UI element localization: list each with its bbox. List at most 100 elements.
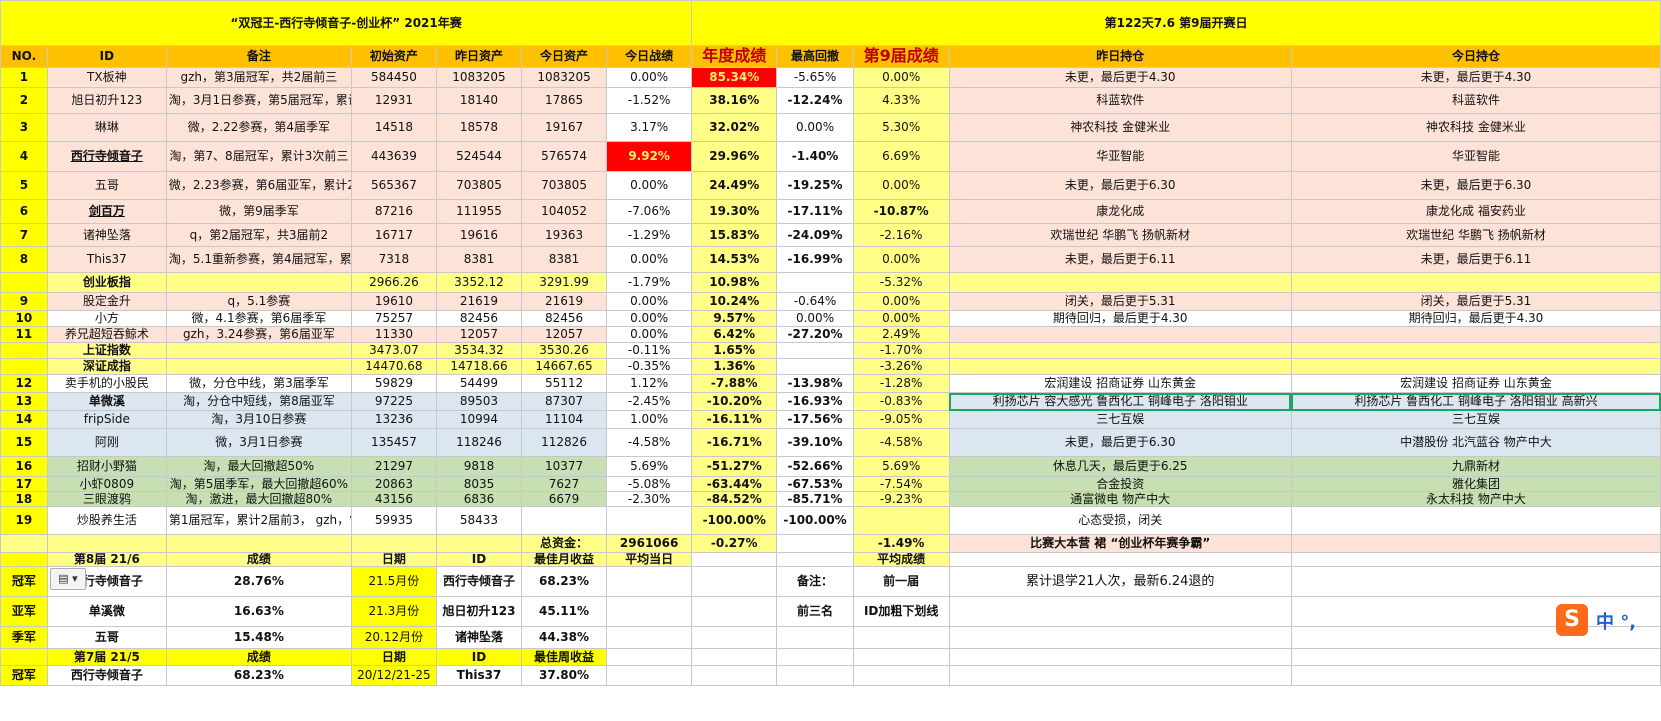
cell-today-pos[interactable]: 三七互娱: [1290, 410, 1661, 429]
cell-yesterday[interactable]: 12057: [435, 326, 523, 343]
cell-drawdown[interactable]: -13.98%: [776, 374, 854, 393]
cell-annual[interactable]: 38.16%: [691, 87, 778, 114]
cell-annual[interactable]: -51.27%: [691, 456, 778, 477]
cell-note[interactable]: [165, 358, 352, 375]
header-today[interactable]: 今日资产: [521, 45, 608, 68]
cell-initial[interactable]: 135457: [350, 428, 437, 457]
cell-yesterday[interactable]: 1083205: [435, 67, 523, 88]
cell-drawdown[interactable]: -12.24%: [776, 87, 854, 114]
cell-id[interactable]: 诸神坠落: [46, 223, 167, 247]
cell-drawdown[interactable]: -19.25%: [776, 171, 854, 200]
cell-yesterday-pos[interactable]: 休息几天，最后更于6.25: [948, 456, 1292, 477]
cell-ninth[interactable]: -1.70%: [852, 342, 950, 359]
cell-annual[interactable]: 10.98%: [691, 272, 778, 293]
cell-id[interactable]: 深证成指: [46, 358, 167, 375]
camp-note[interactable]: 比赛大本营 裙 “创业杯年赛争霸”: [948, 534, 1292, 553]
cell-yesterday[interactable]: 524544: [435, 141, 523, 172]
cell-no[interactable]: 13: [0, 392, 48, 411]
cell-ninth[interactable]: 5.69%: [852, 456, 950, 477]
cell-drawdown[interactable]: -17.11%: [776, 199, 854, 224]
cell-note[interactable]: gzh，3.24参赛，第6届亚军: [165, 326, 352, 343]
cell-note[interactable]: 淘，第5届季军，最大回撤超60%: [165, 476, 352, 492]
cell-id[interactable]: 阿刚: [46, 428, 167, 457]
cell-id[interactable]: 小方: [46, 310, 167, 327]
cell-today-pos[interactable]: [1290, 342, 1661, 359]
header-no[interactable]: NO.: [0, 45, 48, 68]
cell-yesterday-pos[interactable]: 心态受损，闭关: [948, 506, 1292, 535]
cell-today-change[interactable]: 1.12%: [606, 374, 693, 393]
cell-annual[interactable]: 15.83%: [691, 223, 778, 247]
cell-drawdown[interactable]: 0.00%: [776, 113, 854, 142]
cell-drawdown[interactable]: [776, 358, 854, 375]
cell-initial[interactable]: 584450: [350, 67, 437, 88]
cell-yesterday[interactable]: 89503: [435, 392, 523, 411]
honor7-score[interactable]: 68.23%: [165, 665, 352, 686]
cell-ninth[interactable]: -9.05%: [852, 410, 950, 429]
cell-ninth[interactable]: -1.28%: [852, 374, 950, 393]
cell-note[interactable]: q，5.1参赛: [165, 292, 352, 311]
honor7-name[interactable]: 西行寺倾音子: [46, 665, 167, 686]
cell-no[interactable]: 10: [0, 310, 48, 327]
honor-best[interactable]: 45.11%: [521, 596, 608, 627]
cell-no[interactable]: 5: [0, 171, 48, 200]
cell-today-pos[interactable]: 康龙化成 福安药业: [1290, 199, 1661, 224]
honor-name[interactable]: 五哥: [46, 626, 167, 649]
cell-ninth[interactable]: 0.00%: [852, 292, 950, 311]
cell-no[interactable]: 18: [0, 491, 48, 507]
cell-id[interactable]: 股定金升: [46, 292, 167, 311]
honors7-id-header[interactable]: ID: [435, 648, 523, 666]
header-ninth[interactable]: 第9届成绩: [852, 45, 950, 68]
cell-id[interactable]: 养兄超短吞鲸术: [46, 326, 167, 343]
cell-no[interactable]: 15: [0, 428, 48, 457]
cell-today-change[interactable]: 5.69%: [606, 456, 693, 477]
cell-ninth[interactable]: 0.00%: [852, 67, 950, 88]
cell-today-pos[interactable]: 未更，最后更于6.30: [1290, 171, 1661, 200]
cell-note[interactable]: 微，2.22参赛，第4届季军: [165, 113, 352, 142]
note-bold-rule[interactable]: ID加粗下划线: [852, 596, 950, 627]
cell-annual[interactable]: -84.52%: [691, 491, 778, 507]
ime-mode-label[interactable]: 中 °,: [1596, 612, 1637, 633]
cell-yesterday[interactable]: 118246: [435, 428, 523, 457]
cell-id[interactable]: 三眼渡鸦: [46, 491, 167, 507]
cell-today-change[interactable]: -0.11%: [606, 342, 693, 359]
cell-today[interactable]: 17865: [521, 87, 608, 114]
cell-today-change[interactable]: 0.00%: [606, 310, 693, 327]
spreadsheet-grid[interactable]: “双冠王-西行寺倾音子-创业杯” 2021年赛 第122天7.6 第9届开赛日 …: [0, 0, 1661, 686]
cell-today[interactable]: 104052: [521, 199, 608, 224]
cell-yesterday[interactable]: 21619: [435, 292, 523, 311]
cell-today[interactable]: 21619: [521, 292, 608, 311]
cell-yesterday[interactable]: 3352.12: [435, 272, 523, 293]
cell-no[interactable]: 9: [0, 292, 48, 311]
cell-yesterday-pos[interactable]: 华亚智能: [948, 141, 1292, 172]
cell-initial[interactable]: 12931: [350, 87, 437, 114]
cell-yesterday[interactable]: 10994: [435, 410, 523, 429]
cell-today-change[interactable]: -2.30%: [606, 491, 693, 507]
cell-initial[interactable]: 3473.07: [350, 342, 437, 359]
cell-today[interactable]: 112826: [521, 428, 608, 457]
cell-yesterday-pos[interactable]: 神农科技 金健米业: [948, 113, 1292, 142]
cell-today[interactable]: 1083205: [521, 67, 608, 88]
cell-today[interactable]: 12057: [521, 326, 608, 343]
cell-drawdown[interactable]: -0.64%: [776, 292, 854, 311]
cell-today-change[interactable]: -4.58%: [606, 428, 693, 457]
honors-id-header[interactable]: ID: [435, 552, 523, 567]
cell-today-pos[interactable]: [1290, 272, 1661, 293]
cell-note[interactable]: 第1届冠军，累计2届前3， gzh，“养兄的千万之路”: [165, 506, 352, 535]
cell-today-pos[interactable]: 永太科技 物产中大: [1290, 491, 1661, 507]
best-month-header[interactable]: 最佳月收益: [521, 552, 608, 567]
note-label[interactable]: 备注：: [776, 566, 854, 597]
cell-yesterday[interactable]: 703805: [435, 171, 523, 200]
cell-today-change[interactable]: 0.00%: [606, 326, 693, 343]
cell-today-pos[interactable]: 欢瑞世纪 华鹏飞 扬帆新材: [1290, 223, 1661, 247]
cell-drawdown[interactable]: -5.65%: [776, 67, 854, 88]
cell-drawdown[interactable]: -16.99%: [776, 246, 854, 273]
cell-yesterday-pos[interactable]: 闭关，最后更于5.31: [948, 292, 1292, 311]
cell-yesterday[interactable]: 6836: [435, 491, 523, 507]
honor-date[interactable]: 21.5月份: [350, 566, 437, 597]
cell-today-change[interactable]: 9.92%: [606, 141, 693, 172]
cell-annual[interactable]: 1.36%: [691, 358, 778, 375]
honor-rank[interactable]: 亚军: [0, 596, 48, 627]
cell-today[interactable]: 19167: [521, 113, 608, 142]
cell-initial[interactable]: 14470.68: [350, 358, 437, 375]
honor7-id[interactable]: This37: [435, 665, 523, 686]
